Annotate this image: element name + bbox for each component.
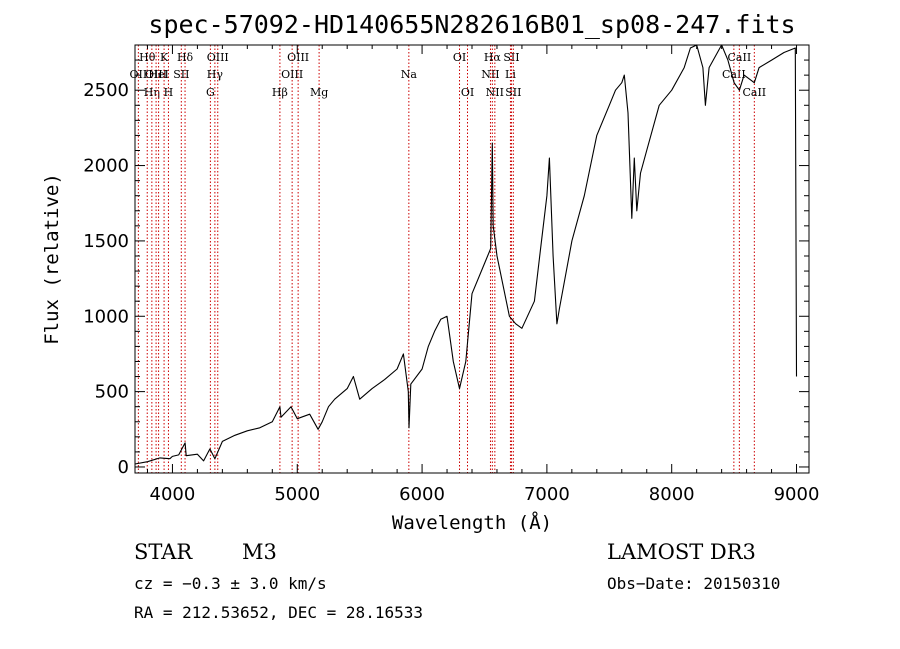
line-markers: OIIHθHηOIIIHeIKHSIIHδGHγOIIIHβOIIIOIIIMg… [130,45,766,473]
y-tick-label: 2500 [83,80,129,101]
plot-frame [134,44,810,474]
object-subclass: M3 [242,540,277,564]
line-marker-label: Hθ [139,51,156,64]
line-marker-label: Hδ [177,51,194,64]
coordinates: RA = 212.53652, DEC = 28.16533 [134,603,423,622]
x-tick-label: 6000 [399,484,445,505]
y-tick-label: 500 [95,382,129,403]
obs-date: Obs−Date: 20150310 [607,574,781,593]
y-tick-label: 0 [118,457,129,478]
line-marker-label: OIII [207,51,229,64]
line-marker-label: Hβ [272,86,288,99]
line-marker-label: CaII [728,51,752,64]
y-tick-label: 1500 [83,231,129,252]
x-tick-label: 9000 [774,484,820,505]
x-tick-label: 5000 [274,484,320,505]
line-marker-label: Li [505,68,516,81]
line-marker-label: Hα [484,51,502,64]
line-marker-label: Hγ [207,68,224,81]
x-axis: 4000 5000 6000 7000 8000 9000 [146,45,820,505]
line-marker-label: OII [130,68,148,81]
line-marker-label: Mg [310,86,328,99]
line-marker-label: Hη [144,86,160,99]
line-marker-label: OIII [145,68,167,81]
line-marker-label: OI [453,51,466,64]
x-tick-label: 8000 [649,484,695,505]
line-marker-label: Na [401,68,418,81]
line-marker-label: CaII [722,68,746,81]
line-marker-label: SII [503,51,519,64]
object-class: STAR [134,540,193,564]
y-tick-label: 2000 [83,156,129,177]
line-marker-label: NII [481,68,499,81]
line-marker-label: K [160,51,169,64]
redshift-text: cz = −0.3 ± 3.0 km/s [134,574,327,593]
y-axis-label: Flux (relative) [41,173,63,345]
line-marker-label: SII [173,68,189,81]
line-marker-label: OIII [287,51,309,64]
line-marker-label: NII [486,86,504,99]
line-marker-label: SII [505,86,521,99]
x-tick-label: 7000 [524,484,570,505]
x-tick-label: 4000 [150,484,196,505]
line-marker-label: OIII [281,68,303,81]
chart-title: spec-57092-HD140655N282616B01_sp08-247.f… [148,10,795,39]
y-tick-label: 1000 [83,306,129,327]
survey-name: LAMOST DR3 [607,540,756,564]
line-marker-label: CaII [742,86,766,99]
x-axis-label: Wavelength (Å) [392,511,552,534]
line-marker-label: HeI [148,68,168,81]
line-marker-label: G [206,86,215,99]
series-layer [134,44,798,465]
line-marker-label: OI [461,86,474,99]
line-marker-label: H [164,86,174,99]
series-line-spectrum [134,44,798,465]
y-axis: 0 500 1000 1500 2000 2500 [83,59,809,478]
